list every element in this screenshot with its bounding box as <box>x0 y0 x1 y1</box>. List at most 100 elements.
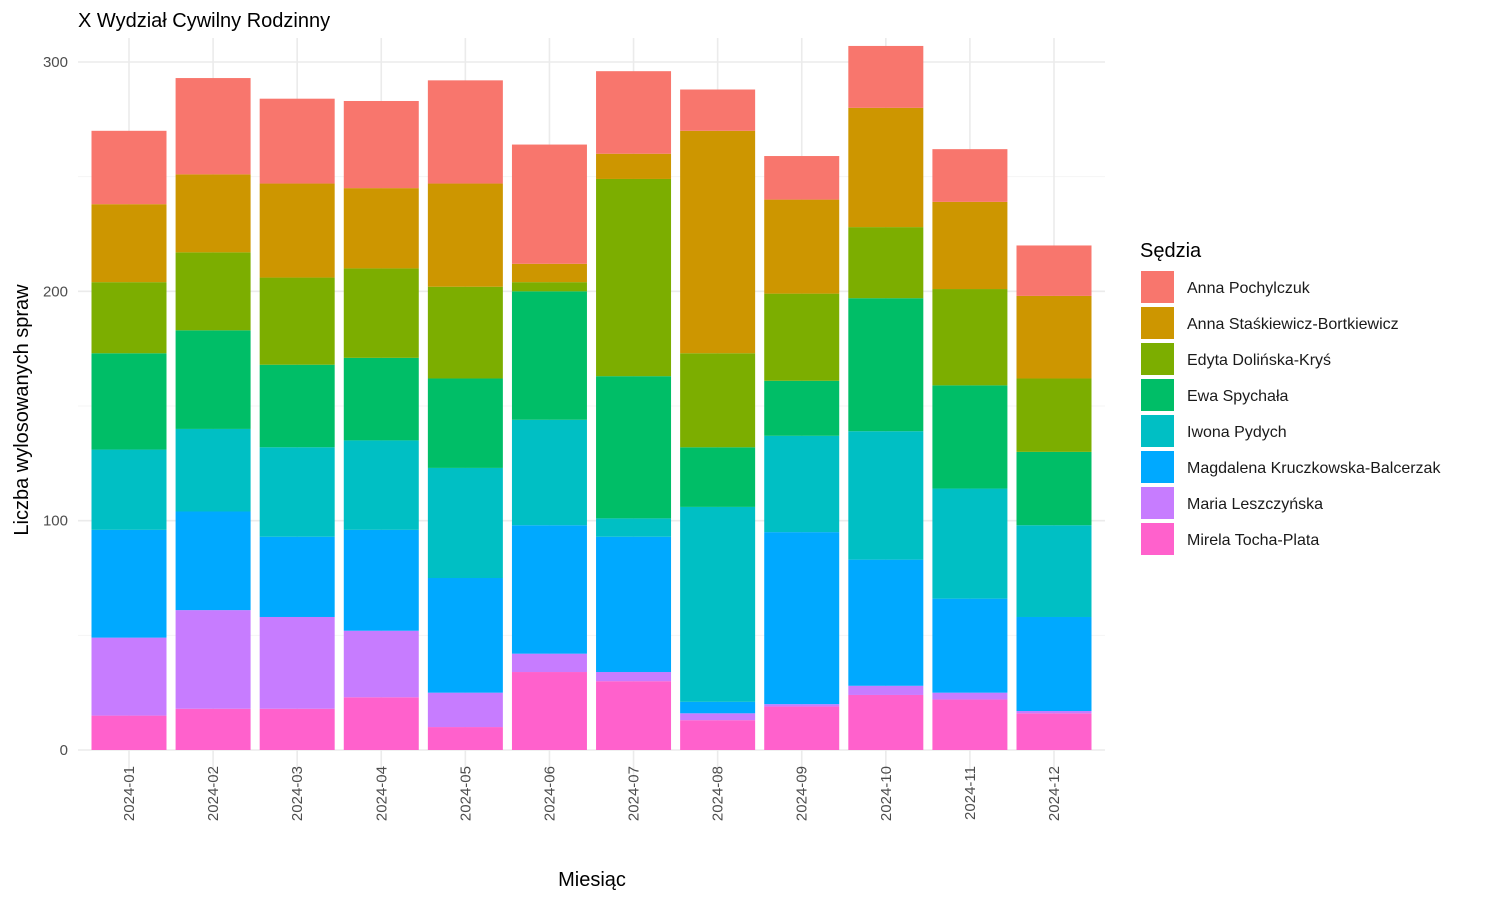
bar-segment <box>848 227 924 299</box>
bar-segment <box>343 630 419 698</box>
x-tick-label: 2024-08 <box>710 766 727 821</box>
legend-title: Sędzia <box>1140 240 1202 262</box>
y-tick-label: 200 <box>43 283 68 300</box>
bar-segment <box>596 672 672 682</box>
bar-segment <box>764 704 840 707</box>
bar-segment <box>175 252 251 331</box>
bar-segment <box>680 89 756 131</box>
bar-segment <box>175 330 251 429</box>
bar-segment <box>259 616 335 709</box>
bar-segment <box>343 529 419 631</box>
y-axis-ticks: 0 100 200 300 <box>43 54 68 759</box>
legend-label: Edyta Dolińska-Kryś <box>1187 352 1331 369</box>
x-tick-label: 2024-01 <box>121 766 138 821</box>
bar-segment <box>680 353 756 448</box>
bar-segment <box>259 277 335 365</box>
bar-segment <box>427 578 503 693</box>
bar-segment <box>427 286 503 379</box>
legend-swatch <box>1141 343 1174 375</box>
x-tick-label: 2024-11 <box>962 766 979 820</box>
chart-title: X Wydział Cywilny Rodzinny <box>78 10 330 32</box>
bar-segment <box>932 598 1008 693</box>
legend-swatch <box>1141 523 1174 555</box>
x-tick-label: 2024-10 <box>878 766 895 821</box>
bar-segment <box>427 183 503 287</box>
bar-segment <box>91 353 167 450</box>
bar-segment <box>91 130 167 205</box>
bar-segment <box>511 291 587 420</box>
x-axis-ticks: 2024-01 2024-02 2024-03 2024-04 2024-05 2024-… <box>121 766 1063 821</box>
bar-segment <box>680 506 756 702</box>
bar-segment <box>511 672 587 750</box>
x-tick-label: 2024-04 <box>373 766 390 821</box>
bar-segment <box>596 681 672 750</box>
x-tick-label: 2024-06 <box>541 766 558 821</box>
bar-segment <box>427 80 503 184</box>
legend-swatch <box>1141 379 1174 411</box>
bar-segment <box>91 529 167 638</box>
bar-segment <box>1016 245 1092 296</box>
x-tick-label: 2024-07 <box>626 766 643 821</box>
bar-segment <box>1016 378 1092 452</box>
legend-label: Magdalena Kruczkowska-Balcerzak <box>1187 460 1441 477</box>
bar-segment <box>596 71 672 154</box>
legend-label: Ewa Spychała <box>1187 388 1288 405</box>
bar-segment <box>175 78 251 175</box>
bar-segment <box>343 697 419 750</box>
legend-swatch <box>1141 271 1174 303</box>
bar-segment <box>764 199 840 294</box>
y-axis-title: Liczba wylosowanych spraw <box>11 284 33 536</box>
bar-segment <box>680 130 756 354</box>
bar-segment <box>427 727 503 750</box>
bar-segment <box>764 380 840 436</box>
bar-segment <box>259 183 335 278</box>
y-tick-label: 300 <box>43 54 68 71</box>
bar-segment <box>764 156 840 200</box>
bar-segment <box>932 699 1008 750</box>
bar-segment <box>848 45 924 108</box>
bar-segment <box>511 263 587 283</box>
legend: Sędzia Anna Pochylczuk Anna Staśkiewicz-B… <box>1140 240 1441 555</box>
bar-segment <box>848 694 924 750</box>
legend-swatch <box>1141 487 1174 519</box>
bar-segment <box>764 706 840 750</box>
bar-segment <box>511 144 587 264</box>
bar-segment <box>932 149 1008 202</box>
bar-segment <box>259 364 335 448</box>
bar-segment <box>596 536 672 673</box>
bar-segment <box>511 525 587 654</box>
legend-swatch <box>1141 307 1174 339</box>
bar-segment <box>932 201 1008 290</box>
legend-swatch <box>1141 415 1174 447</box>
bar-segment <box>932 488 1008 599</box>
legend-label: Maria Leszczyńska <box>1187 496 1323 513</box>
bar-segment <box>848 107 924 228</box>
bar-segment <box>511 282 587 292</box>
bar-segment <box>596 376 672 519</box>
bar-segment <box>259 447 335 537</box>
legend-label: Anna Staśkiewicz-Bortkiewicz <box>1187 316 1399 333</box>
bar-segment <box>848 685 924 695</box>
bar-segment <box>764 435 840 533</box>
x-tick-label: 2024-03 <box>289 766 306 821</box>
bar-segment <box>91 449 167 530</box>
bar-segment <box>175 708 251 750</box>
x-axis-title: Miesiąc <box>558 869 626 891</box>
y-tick-label: 100 <box>43 513 68 530</box>
bar-segment <box>1016 451 1092 526</box>
bar-segment <box>932 385 1008 489</box>
bar-segment <box>680 701 756 714</box>
bar-segment <box>259 708 335 750</box>
bar-segment <box>848 298 924 432</box>
bar-segment <box>1016 616 1092 712</box>
bar-segment <box>680 720 756 750</box>
bar-segment <box>848 559 924 686</box>
bar-segment <box>932 692 1008 700</box>
bar-segment <box>91 637 167 716</box>
bar-segment <box>427 378 503 468</box>
legend-swatch <box>1141 451 1174 483</box>
x-tick-label: 2024-05 <box>457 766 474 821</box>
bar-segment <box>91 282 167 354</box>
bar-segment <box>1016 713 1092 750</box>
